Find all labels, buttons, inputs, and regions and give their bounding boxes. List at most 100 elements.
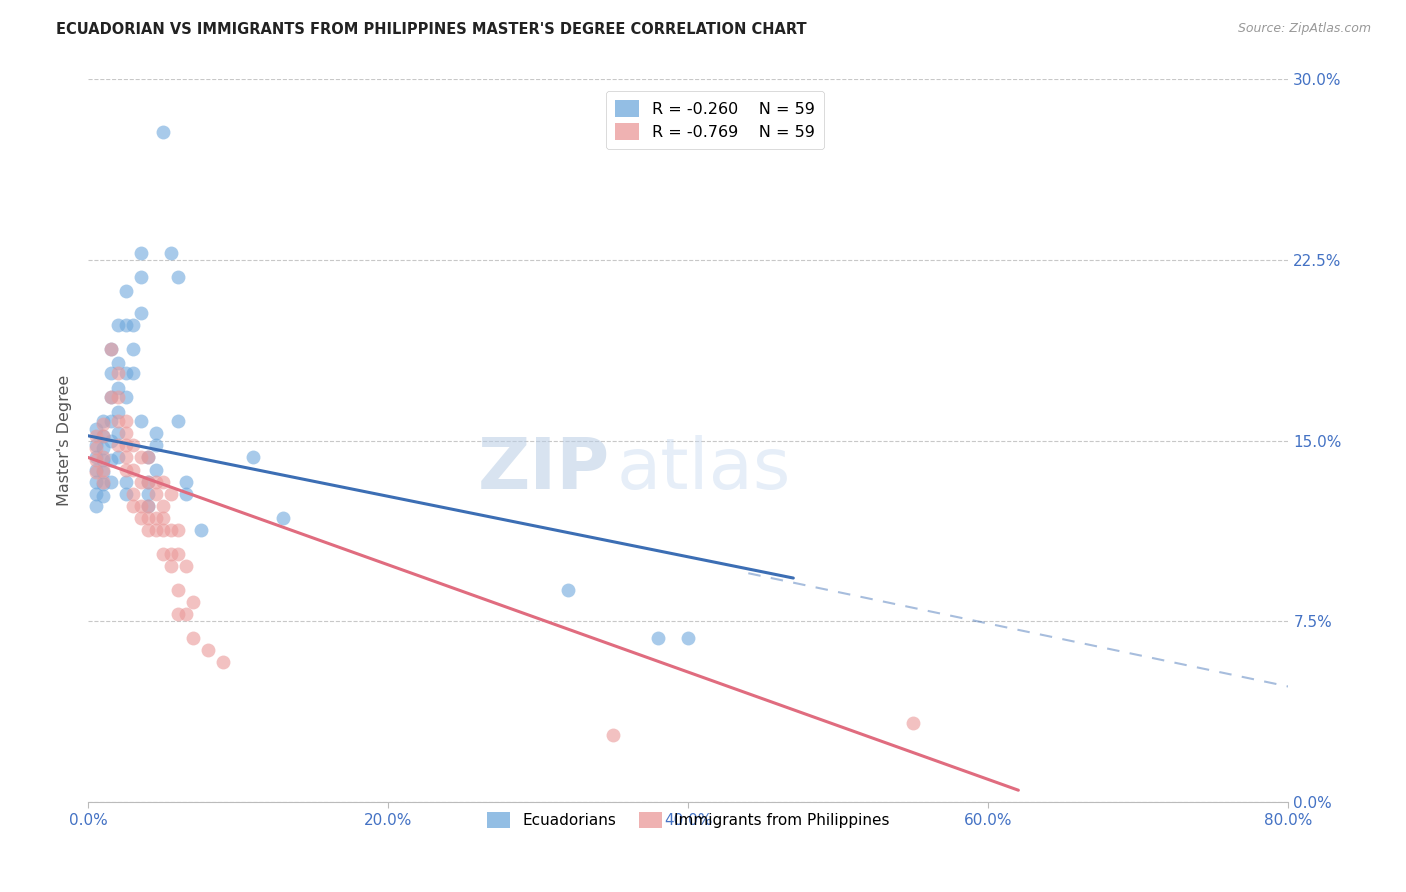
- Point: [136, 450, 159, 465]
- Point: [91, 441, 114, 455]
- Point: [100, 390, 122, 404]
- Point: [129, 269, 152, 284]
- Point: [84, 450, 107, 465]
- Point: [84, 499, 107, 513]
- Point: [84, 429, 107, 443]
- Point: [91, 475, 114, 489]
- Point: [129, 414, 152, 428]
- Point: [167, 547, 190, 561]
- Point: [159, 245, 181, 260]
- Point: [167, 269, 190, 284]
- Point: [167, 414, 190, 428]
- Text: atlas: atlas: [616, 435, 790, 504]
- Point: [114, 318, 136, 332]
- Point: [167, 583, 190, 598]
- Point: [122, 462, 145, 476]
- Text: ZIP: ZIP: [478, 435, 610, 504]
- Point: [271, 510, 294, 524]
- Point: [114, 475, 136, 489]
- Point: [107, 450, 129, 465]
- Point: [91, 429, 114, 443]
- Point: [107, 414, 129, 428]
- Point: [678, 632, 700, 646]
- Point: [114, 390, 136, 404]
- Point: [152, 125, 174, 139]
- Point: [84, 462, 107, 476]
- Point: [84, 438, 107, 452]
- Point: [145, 475, 167, 489]
- Point: [84, 421, 107, 435]
- Point: [159, 486, 181, 500]
- Point: [84, 475, 107, 489]
- Point: [136, 523, 159, 537]
- Point: [91, 429, 114, 443]
- Point: [129, 245, 152, 260]
- Point: [647, 632, 669, 646]
- Point: [114, 414, 136, 428]
- Point: [136, 475, 159, 489]
- Point: [91, 477, 114, 491]
- Point: [91, 414, 114, 428]
- Point: [159, 523, 181, 537]
- Point: [84, 465, 107, 479]
- Legend: Ecuadorians, Immigrants from Philippines: Ecuadorians, Immigrants from Philippines: [481, 806, 896, 834]
- Point: [114, 426, 136, 441]
- Point: [136, 475, 159, 489]
- Point: [107, 356, 129, 370]
- Point: [129, 306, 152, 320]
- Point: [84, 441, 107, 455]
- Point: [100, 414, 122, 428]
- Point: [91, 450, 114, 465]
- Point: [100, 342, 122, 356]
- Point: [181, 595, 204, 609]
- Point: [136, 499, 159, 513]
- Point: [107, 405, 129, 419]
- Point: [174, 475, 197, 489]
- Point: [107, 390, 129, 404]
- Point: [100, 390, 122, 404]
- Point: [122, 318, 145, 332]
- Point: [91, 453, 114, 467]
- Point: [903, 715, 925, 730]
- Point: [122, 342, 145, 356]
- Point: [145, 523, 167, 537]
- Point: [174, 607, 197, 622]
- Point: [167, 523, 190, 537]
- Point: [129, 450, 152, 465]
- Point: [114, 462, 136, 476]
- Point: [145, 426, 167, 441]
- Point: [107, 366, 129, 380]
- Point: [122, 438, 145, 452]
- Point: [107, 318, 129, 332]
- Point: [84, 453, 107, 467]
- Point: [190, 523, 212, 537]
- Point: [107, 381, 129, 395]
- Point: [602, 728, 624, 742]
- Point: [242, 450, 264, 465]
- Point: [136, 510, 159, 524]
- Point: [129, 499, 152, 513]
- Point: [197, 643, 219, 657]
- Point: [107, 426, 129, 441]
- Point: [122, 366, 145, 380]
- Point: [152, 510, 174, 524]
- Point: [174, 559, 197, 574]
- Point: [129, 510, 152, 524]
- Y-axis label: Master's Degree: Master's Degree: [58, 375, 72, 507]
- Point: [181, 632, 204, 646]
- Point: [152, 523, 174, 537]
- Point: [122, 499, 145, 513]
- Point: [159, 547, 181, 561]
- Point: [136, 486, 159, 500]
- Point: [122, 486, 145, 500]
- Point: [557, 583, 579, 598]
- Point: [136, 499, 159, 513]
- Point: [114, 438, 136, 452]
- Point: [114, 450, 136, 465]
- Point: [174, 486, 197, 500]
- Point: [100, 342, 122, 356]
- Point: [159, 559, 181, 574]
- Point: [145, 510, 167, 524]
- Point: [91, 489, 114, 503]
- Point: [107, 438, 129, 452]
